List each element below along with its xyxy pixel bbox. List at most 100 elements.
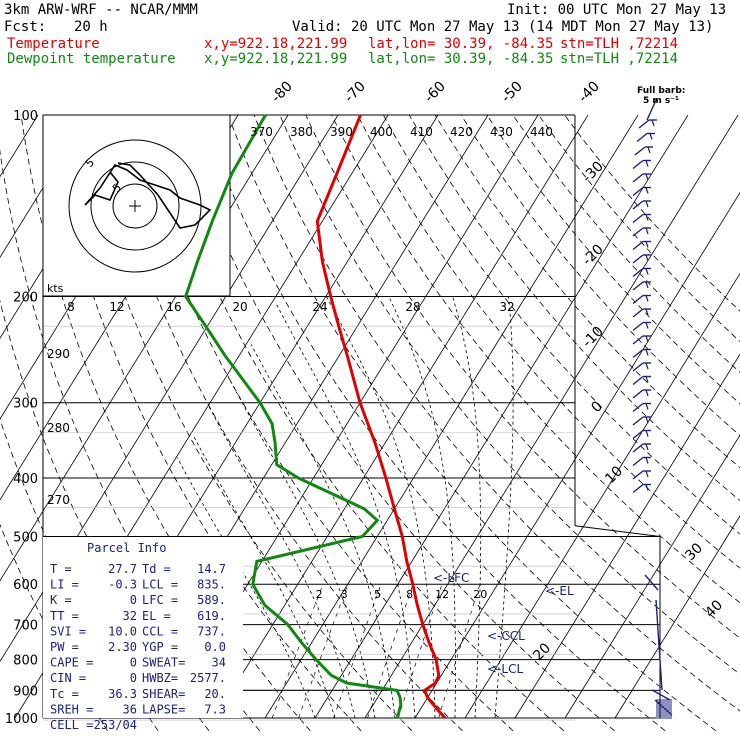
dew-stn: stn=TLH ,72214 [560, 51, 679, 67]
isentrope-label: 390 [330, 125, 353, 139]
parcel-info-value: 619. [197, 609, 226, 623]
dry-adiabat [538, 114, 740, 343]
wind-barb [638, 119, 650, 129]
isotherm-line [614, 515, 740, 719]
moist-adiabat [176, 457, 316, 719]
parcel-info-key: CELL = [50, 718, 93, 732]
isentrope-label: 370 [250, 125, 273, 139]
dew-label: Dewpoint temperature [7, 51, 176, 67]
dry-adiabat [383, 114, 740, 535]
wind-barb [632, 321, 644, 332]
valid-time: Valid: 20 UTC Mon 27 May 13 (14 MDT Mon … [292, 19, 714, 35]
isentrope-label: 400 [370, 125, 393, 139]
wind-barb [645, 484, 649, 491]
parcel-info-value: 14.7 [197, 562, 226, 576]
level-marker: <-LFC [433, 571, 469, 585]
mixing-ratio-label: 8 [406, 588, 413, 601]
pressure-label: 900 [13, 684, 38, 699]
wind-barb [645, 470, 649, 478]
pressure-label: 600 [13, 578, 38, 593]
wind-barb [632, 443, 644, 453]
wind-barb [645, 187, 649, 194]
parcel-info-value: 2577. [190, 671, 226, 685]
isentrope-label: 420 [450, 125, 473, 139]
isotherm-label: -70 [341, 78, 368, 105]
wind-barb [646, 97, 658, 121]
frame-step [574, 525, 661, 537]
adiabat-label: 290 [47, 347, 70, 361]
mixing-ratio-line [438, 584, 481, 719]
model-title: 3km ARW-WRF -- NCAR/MMM [4, 2, 198, 18]
wind-barb [645, 389, 649, 397]
pressure-label: 300 [13, 397, 38, 412]
parcel-info-key: CIN = [50, 671, 86, 685]
dry-adiabat [201, 114, 666, 732]
adiabat-label: 270 [47, 493, 70, 507]
isotherm-line [314, 114, 689, 719]
wind-barb [632, 308, 644, 318]
isotherm-label: -30 [579, 158, 606, 185]
moist-adiabat [192, 435, 336, 719]
wind-barb [645, 376, 649, 383]
pressure-label: 200 [13, 291, 38, 306]
level-marker: <-EL [545, 584, 574, 598]
parcel-info-key: CAPE = [50, 656, 93, 670]
fcst-value: 20 h [74, 19, 108, 35]
hodograph-ring [90, 161, 180, 251]
wind-barb [645, 160, 649, 167]
dry-adiabat [175, 114, 615, 732]
level-marker: <-LCL [487, 662, 523, 676]
dry-adiabat [98, 114, 463, 732]
parcel-info-value: 7.3 [204, 702, 226, 716]
parcel-info-title: Parcel Info [87, 541, 166, 555]
wind-barb [645, 214, 649, 221]
wind-barb [645, 281, 649, 289]
wind-barb [632, 348, 644, 359]
wind-barb [632, 362, 644, 372]
parcel-info-value: 27.7 [108, 562, 137, 576]
hodograph-tick-label: 12 [109, 300, 124, 314]
pressure-label: 700 [13, 619, 38, 634]
temp-label: Temperature [7, 36, 100, 52]
isentrope-label: 430 [490, 125, 513, 139]
parcel-info-value: 36 [123, 702, 137, 716]
parcel-info-value: 10.0 [108, 624, 137, 638]
pressure-label: 100 [13, 109, 38, 124]
parcel-info-key: SHEAR= [142, 687, 185, 701]
wind-barb [647, 146, 651, 154]
dew-xy: x,y=922.18,221.99 [204, 51, 348, 67]
parcel-info-bg [43, 537, 243, 718]
temp-xy: x,y=922.18,221.99 [204, 36, 348, 52]
wind-barb [645, 416, 649, 424]
dry-adiabat [408, 114, 740, 502]
hodograph-tick-label: 16 [166, 300, 181, 314]
wind-barb [645, 322, 649, 329]
parcel-info-key: K = [50, 593, 72, 607]
dry-adiabat [331, 114, 740, 604]
isotherm-line [564, 434, 740, 719]
parcel-info-key: Td = [142, 562, 171, 576]
parcel-info-value: -0.3 [108, 578, 137, 592]
barb-legend-title: Full barb: [637, 86, 685, 96]
mixing-ratio-line [367, 584, 414, 719]
wind-barb [645, 349, 649, 356]
dry-adiabat [564, 114, 740, 312]
wind-barb [632, 186, 644, 197]
parcel-info-value: 36.3 [108, 687, 137, 701]
wind-barb [645, 227, 649, 235]
parcel-info-value: 253/04 [94, 718, 137, 732]
wind-barb [645, 457, 649, 464]
hodograph-tick-label: 24 [312, 300, 327, 314]
parcel-info-key: HWBZ= [142, 671, 178, 685]
parcel-info-key: LFC = [142, 593, 178, 607]
sounding-traces [184, 114, 447, 719]
wind-barb [645, 335, 649, 343]
parcel-info-key: SREH = [50, 702, 93, 716]
moist-adiabat [452, 296, 482, 719]
wind-barb [632, 173, 644, 183]
moist-adiabat [275, 302, 416, 719]
parcel-info-key: LCL = [142, 578, 178, 592]
temp-latlon: lat,lon= 30.39, -84.35 [368, 36, 554, 52]
dry-adiabat [305, 114, 740, 639]
